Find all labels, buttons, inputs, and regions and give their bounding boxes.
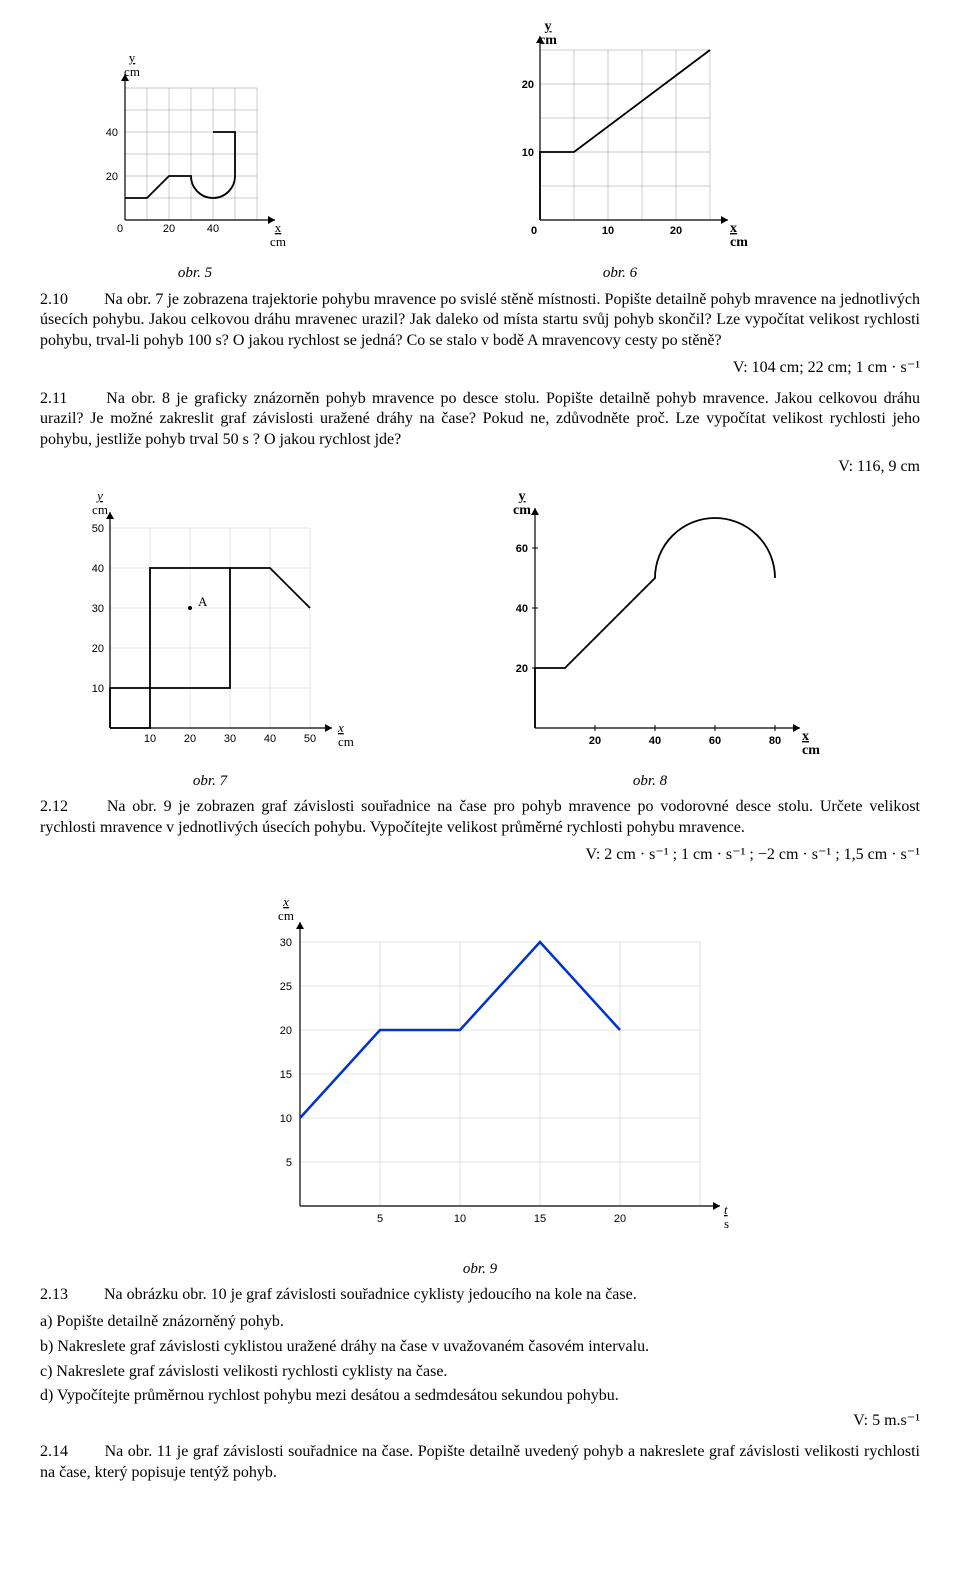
point-a-label: A xyxy=(198,594,208,609)
p213-b: b) Nakreslete graf závislosti cyklistou … xyxy=(40,1337,920,1358)
svg-text:20: 20 xyxy=(589,735,601,747)
svg-text:40: 40 xyxy=(106,127,118,139)
ptext-210: Na obr. 7 je zobrazena trajektorie pohyb… xyxy=(40,291,920,350)
problem-2-13: 2.13 Na obrázku obr. 10 je graf závislos… xyxy=(40,1285,920,1306)
svg-text:15: 15 xyxy=(534,1213,546,1225)
svg-text:30: 30 xyxy=(224,733,236,745)
svg-text:cm: cm xyxy=(270,234,286,249)
svg-text:40: 40 xyxy=(92,563,104,575)
figure-9: 5 10 15 20 5 10 15 20 25 30 x cm t s obr… xyxy=(220,876,740,1280)
svg-text:y: y xyxy=(545,20,552,34)
svg-text:20: 20 xyxy=(614,1213,626,1225)
svg-text:0: 0 xyxy=(531,225,537,237)
svg-text:10: 10 xyxy=(144,733,156,745)
svg-text:40: 40 xyxy=(264,733,276,745)
figure-row-7-8: 10 20 30 40 50 10 20 30 40 50 y cm x cm xyxy=(40,488,920,792)
ptext-211: Na obr. 8 je graficky znázorněn pohyb mr… xyxy=(40,390,920,449)
svg-text:5: 5 xyxy=(377,1213,383,1225)
svg-text:20: 20 xyxy=(106,171,118,183)
answer-213: V: 5 m.s⁻¹ xyxy=(40,1411,920,1432)
svg-text:x: x xyxy=(730,221,737,236)
svg-text:40: 40 xyxy=(649,735,661,747)
figure-5: 0 20 40 20 40 y cm x cm obr. 5 xyxy=(80,50,310,284)
svg-text:20: 20 xyxy=(516,663,528,675)
svg-text:40: 40 xyxy=(516,603,528,615)
svg-text:30: 30 xyxy=(280,937,292,949)
answer-211: V: 116, 9 cm xyxy=(40,457,920,478)
svg-text:cm: cm xyxy=(539,33,557,48)
svg-text:cm: cm xyxy=(278,908,294,923)
ptext-214: Na obr. 11 je graf závislosti souřadnice… xyxy=(40,1443,920,1481)
svg-text:20: 20 xyxy=(163,223,175,235)
svg-text:10: 10 xyxy=(522,147,534,159)
svg-text:y: y xyxy=(129,50,136,65)
answer-210: V: 104 cm; 22 cm; 1 cm · s⁻¹ xyxy=(40,358,920,379)
fig6-label: obr. 6 xyxy=(603,264,637,284)
fig5-label: obr. 5 xyxy=(178,264,212,284)
obr5-svg: 0 20 40 20 40 y cm x cm xyxy=(80,50,310,260)
figure-9-wrap: 5 10 15 20 5 10 15 20 25 30 x cm t s obr… xyxy=(40,876,920,1280)
p213-c: c) Nakreslete graf závislosti velikosti … xyxy=(40,1362,920,1383)
svg-text:10: 10 xyxy=(280,1113,292,1125)
problem-2-10: 2.10 Na obr. 7 je zobrazena trajektorie … xyxy=(40,290,920,352)
figure-6: 0 10 20 10 20 y cm x cm obr. 6 xyxy=(490,20,750,284)
svg-text:y: y xyxy=(519,489,526,504)
problem-2-14: 2.14 Na obr. 11 je graf závislosti souřa… xyxy=(40,1442,920,1484)
fig7-label: obr. 7 xyxy=(193,772,227,792)
svg-text:5: 5 xyxy=(286,1157,292,1169)
svg-text:20: 20 xyxy=(280,1025,292,1037)
svg-text:y: y xyxy=(95,488,103,503)
svg-text:cm: cm xyxy=(730,235,748,250)
problem-2-11: 2.11 Na obr. 8 je graficky znázorněn poh… xyxy=(40,389,920,451)
fig9-label: obr. 9 xyxy=(463,1260,497,1280)
svg-text:25: 25 xyxy=(280,981,292,993)
svg-text:cm: cm xyxy=(802,743,820,758)
svg-text:20: 20 xyxy=(522,79,534,91)
ptext-212: Na obr. 9 je zobrazen graf závislosti so… xyxy=(40,798,920,836)
fig8-label: obr. 8 xyxy=(633,772,667,792)
answer-212: V: 2 cm · s⁻¹ ; 1 cm · s⁻¹ ; −2 cm · s⁻¹… xyxy=(40,845,920,866)
svg-text:10: 10 xyxy=(92,683,104,695)
svg-text:20: 20 xyxy=(92,643,104,655)
svg-text:40: 40 xyxy=(207,223,219,235)
svg-text:50: 50 xyxy=(304,733,316,745)
svg-text:cm: cm xyxy=(124,64,140,79)
svg-text:x: x xyxy=(282,894,289,909)
svg-text:cm: cm xyxy=(338,734,354,749)
pnum-212: 2.12 xyxy=(40,797,100,818)
p213-a: a) Popište detailně znázorněný pohyb. xyxy=(40,1312,920,1333)
svg-text:s: s xyxy=(724,1216,729,1231)
svg-text:x: x xyxy=(275,220,282,235)
svg-text:x: x xyxy=(337,720,344,735)
obr8-svg: 20 40 60 80 20 40 60 y cm x cm xyxy=(480,488,820,768)
p213-d: d) Vypočítejte průměrnou rychlost pohybu… xyxy=(40,1386,920,1407)
svg-text:60: 60 xyxy=(709,735,721,747)
problem-2-12: 2.12 Na obr. 9 je zobrazen graf závislos… xyxy=(40,797,920,839)
figure-7: 10 20 30 40 50 10 20 30 40 50 y cm x cm xyxy=(60,488,360,792)
svg-text:cm: cm xyxy=(513,503,531,518)
pnum-213: 2.13 xyxy=(40,1285,100,1306)
pnum-210: 2.10 xyxy=(40,290,100,311)
svg-text:50: 50 xyxy=(92,523,104,535)
obr6-svg: 0 10 20 10 20 y cm x cm xyxy=(490,20,750,260)
obr9-svg: 5 10 15 20 5 10 15 20 25 30 x cm t s xyxy=(220,876,740,1256)
svg-text:cm: cm xyxy=(92,502,108,517)
svg-text:t: t xyxy=(724,1202,728,1217)
figure-8: 20 40 60 80 20 40 60 y cm x cm obr. 8 xyxy=(480,488,820,792)
ptext-213: Na obrázku obr. 10 je graf závislosti so… xyxy=(104,1286,637,1303)
svg-text:10: 10 xyxy=(602,225,614,237)
svg-text:x: x xyxy=(802,729,809,744)
svg-text:0: 0 xyxy=(117,223,123,235)
svg-text:80: 80 xyxy=(769,735,781,747)
svg-text:20: 20 xyxy=(670,225,682,237)
svg-text:30: 30 xyxy=(92,603,104,615)
pnum-211: 2.11 xyxy=(40,389,100,410)
svg-text:10: 10 xyxy=(454,1213,466,1225)
figure-row-5-6: 0 20 40 20 40 y cm x cm obr. 5 xyxy=(40,20,920,284)
obr7-svg: 10 20 30 40 50 10 20 30 40 50 y cm x cm xyxy=(60,488,360,768)
svg-text:60: 60 xyxy=(516,543,528,555)
svg-text:15: 15 xyxy=(280,1069,292,1081)
pnum-214: 2.14 xyxy=(40,1442,100,1463)
svg-text:20: 20 xyxy=(184,733,196,745)
